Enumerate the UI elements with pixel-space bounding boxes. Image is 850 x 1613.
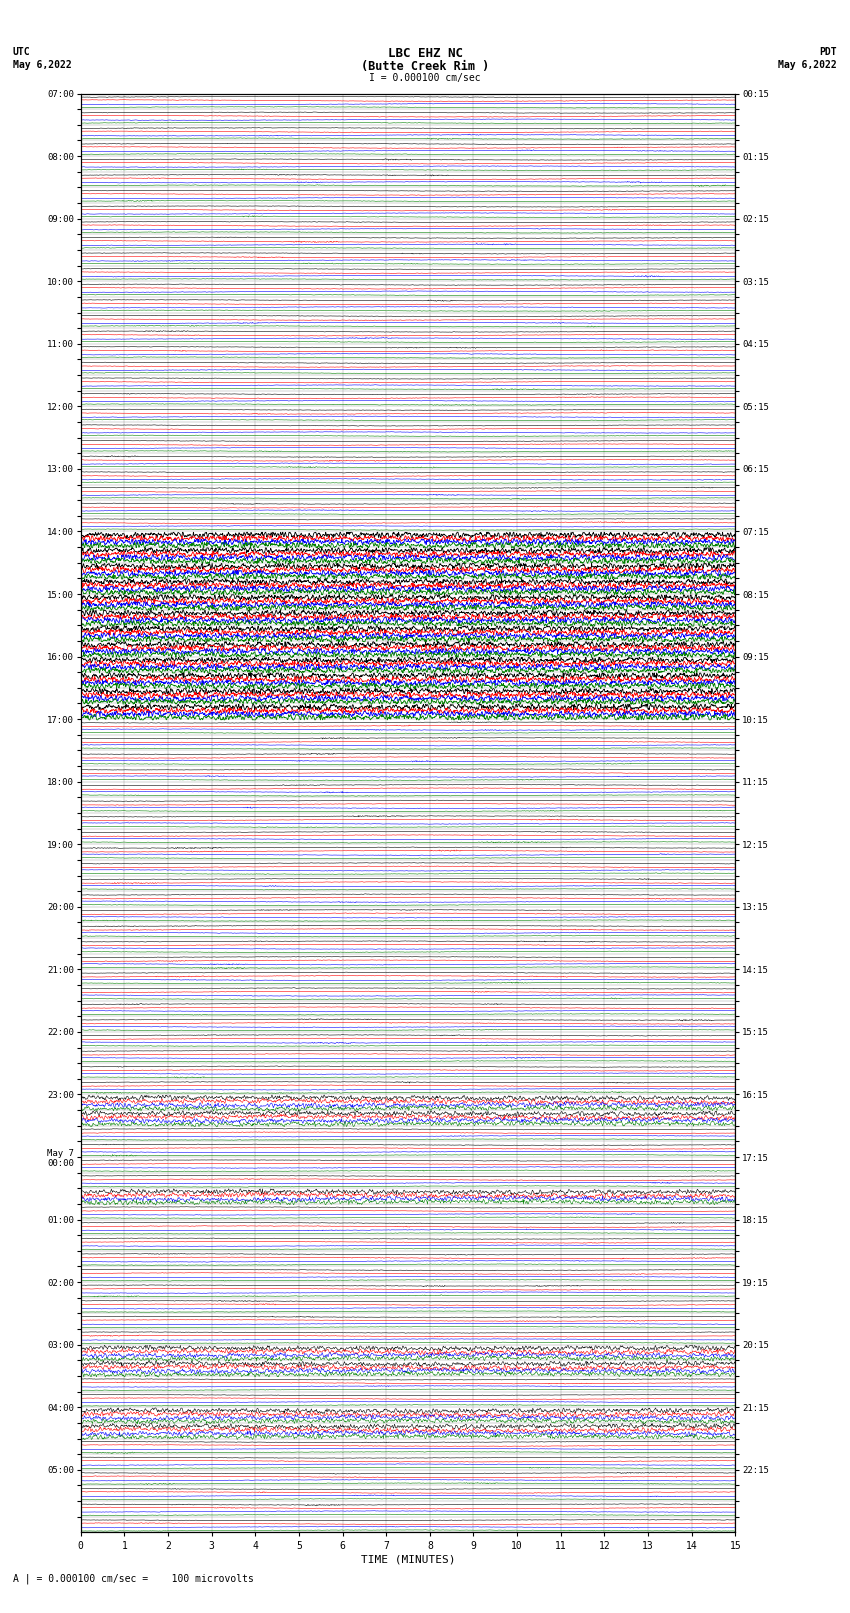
Text: UTC: UTC xyxy=(13,47,31,56)
Text: A | = 0.000100 cm/sec =    100 microvolts: A | = 0.000100 cm/sec = 100 microvolts xyxy=(13,1573,253,1584)
X-axis label: TIME (MINUTES): TIME (MINUTES) xyxy=(360,1555,456,1565)
Text: LBC EHZ NC: LBC EHZ NC xyxy=(388,47,462,60)
Text: (Butte Creek Rim ): (Butte Creek Rim ) xyxy=(361,60,489,73)
Text: May 6,2022: May 6,2022 xyxy=(13,60,71,69)
Text: PDT: PDT xyxy=(819,47,837,56)
Text: I = 0.000100 cm/sec: I = 0.000100 cm/sec xyxy=(369,73,481,82)
Text: May 6,2022: May 6,2022 xyxy=(779,60,837,69)
